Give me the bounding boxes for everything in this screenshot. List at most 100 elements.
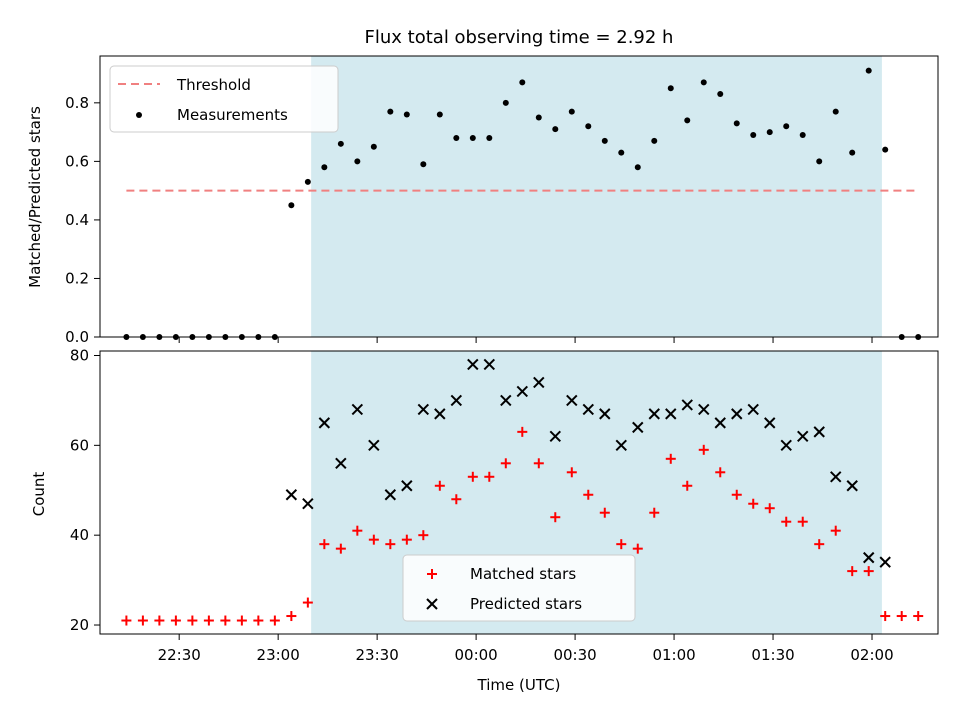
matched-star-point-7 [236, 615, 247, 626]
measurement-point-33 [667, 85, 674, 92]
matched-stars-points [121, 426, 924, 626]
matched-star-point-1 [137, 615, 148, 626]
matched-star-point-15 [368, 534, 379, 545]
predicted-star-point-3 [335, 457, 347, 470]
matched-star-point-25 [533, 458, 544, 469]
measurement-point-13 [337, 140, 344, 147]
matched-star-point-22 [484, 471, 495, 482]
top-y-tick-label-4: 0.8 [65, 94, 89, 112]
predicted-star-point-15 [533, 376, 545, 389]
matched-star-point-28 [583, 489, 594, 500]
matched-star-point-6 [220, 615, 231, 626]
measurement-point-29 [601, 137, 608, 144]
measurement-point-21 [469, 134, 476, 141]
matched-star-point-4 [187, 615, 198, 626]
matched-star-point-42 [814, 539, 825, 550]
predicted-star-point-35 [863, 551, 875, 564]
x-tick-label-5: 01:00 [652, 646, 695, 664]
predicted-stars-legend-label: Predicted stars [470, 595, 582, 613]
measurement-point-31 [634, 164, 641, 171]
matched-star-point-37 [731, 489, 742, 500]
top-y-axis-label: Matched/Predicted stars [26, 106, 44, 288]
top-plot-frame [99, 55, 939, 338]
matched-star-point-12 [319, 539, 330, 550]
predicted-star-point-34 [846, 480, 858, 492]
threshold-legend-label: Threshold [176, 76, 251, 94]
predicted-star-point-17 [566, 394, 578, 407]
measurement-point-23 [502, 99, 509, 106]
predicted-star-point-27 [731, 408, 743, 420]
top-y-tick-label-2: 0.4 [65, 211, 89, 229]
predicted-star-point-10 [450, 394, 463, 407]
matched-star-point-44 [847, 566, 858, 577]
matched-star-point-40 [781, 516, 792, 527]
measurement-point-16 [387, 108, 394, 115]
matched-stars-legend-swatch [427, 569, 437, 579]
bottom-y-tick-label-0: 20 [70, 616, 89, 634]
predicted-star-point-28 [747, 403, 759, 416]
bottom-legend: Matched stars Predicted stars [402, 554, 636, 622]
predicted-star-point-19 [599, 408, 611, 420]
matched-star-point-26 [550, 512, 561, 523]
measurement-point-19 [436, 111, 443, 118]
matched-star-point-23 [500, 458, 511, 469]
matched-star-point-16 [385, 539, 396, 550]
predicted-star-point-0 [285, 489, 298, 501]
predicted-stars-legend-swatch [426, 598, 438, 610]
predicted-star-point-23 [665, 408, 677, 420]
measurement-point-27 [568, 108, 575, 115]
x-tick-label-4: 00:30 [553, 646, 596, 664]
matched-star-point-34 [682, 480, 693, 491]
matched-star-point-27 [566, 467, 577, 478]
bottom-y-tick-label-1: 40 [70, 526, 89, 544]
measurement-point-41 [799, 132, 806, 139]
predicted-stars-points [285, 358, 891, 568]
measurement-point-25 [535, 114, 542, 121]
top-legend: Threshold Measurements [109, 65, 339, 133]
measurement-point-20 [453, 134, 460, 141]
predicted-star-point-20 [615, 439, 627, 452]
measurement-point-30 [618, 149, 625, 156]
matched-star-point-17 [401, 534, 412, 545]
bottom-y-axis-label: Count [30, 472, 48, 517]
x-tick-label-7: 02:00 [850, 646, 893, 664]
measurement-point-22 [486, 134, 493, 141]
measurement-point-42 [816, 158, 823, 165]
predicted-star-point-16 [549, 430, 561, 443]
measurement-point-34 [684, 117, 691, 124]
measurement-point-14 [354, 158, 361, 165]
matched-star-point-20 [451, 494, 462, 505]
measurement-point-15 [370, 143, 377, 150]
predicted-star-point-32 [813, 426, 825, 438]
measurement-point-36 [717, 91, 724, 98]
predicted-star-point-12 [483, 358, 496, 371]
predicted-star-point-18 [582, 403, 594, 416]
x-tick-label-3: 00:00 [454, 646, 497, 664]
measurement-point-26 [552, 126, 559, 133]
predicted-star-point-30 [780, 439, 792, 452]
matched-star-point-11 [302, 597, 313, 608]
x-tick-label-2: 23:30 [356, 646, 399, 664]
bottom-x-ticks: 22:30 23:00 23:30 00:00 00:30 01:00 01:30 02:00 [158, 634, 894, 664]
matched-star-point-41 [797, 516, 808, 527]
predicted-star-point-9 [434, 408, 446, 420]
bottom-y-ticks: 20 40 60 80 [70, 346, 100, 634]
matched-star-point-32 [649, 507, 660, 518]
matched-star-point-13 [335, 543, 346, 554]
matched-star-point-45 [863, 566, 874, 577]
measurement-point-44 [849, 149, 856, 156]
measurement-point-39 [766, 129, 773, 136]
chart-title: Flux total observing time = 2.92 h [365, 27, 674, 48]
predicted-star-point-29 [764, 417, 776, 429]
matched-stars-legend-marker [427, 569, 437, 579]
top-legend-box [109, 65, 339, 133]
matched-star-point-38 [748, 498, 759, 509]
predicted-star-point-26 [714, 417, 726, 429]
matched-star-point-3 [170, 615, 181, 626]
bottom-y-tick-label-3: 80 [70, 346, 89, 364]
measurement-point-37 [733, 120, 740, 127]
predicted-star-point-14 [516, 385, 529, 398]
measurement-point-28 [585, 123, 592, 130]
measurement-point-38 [750, 132, 757, 139]
predicted-star-point-1 [302, 498, 314, 510]
